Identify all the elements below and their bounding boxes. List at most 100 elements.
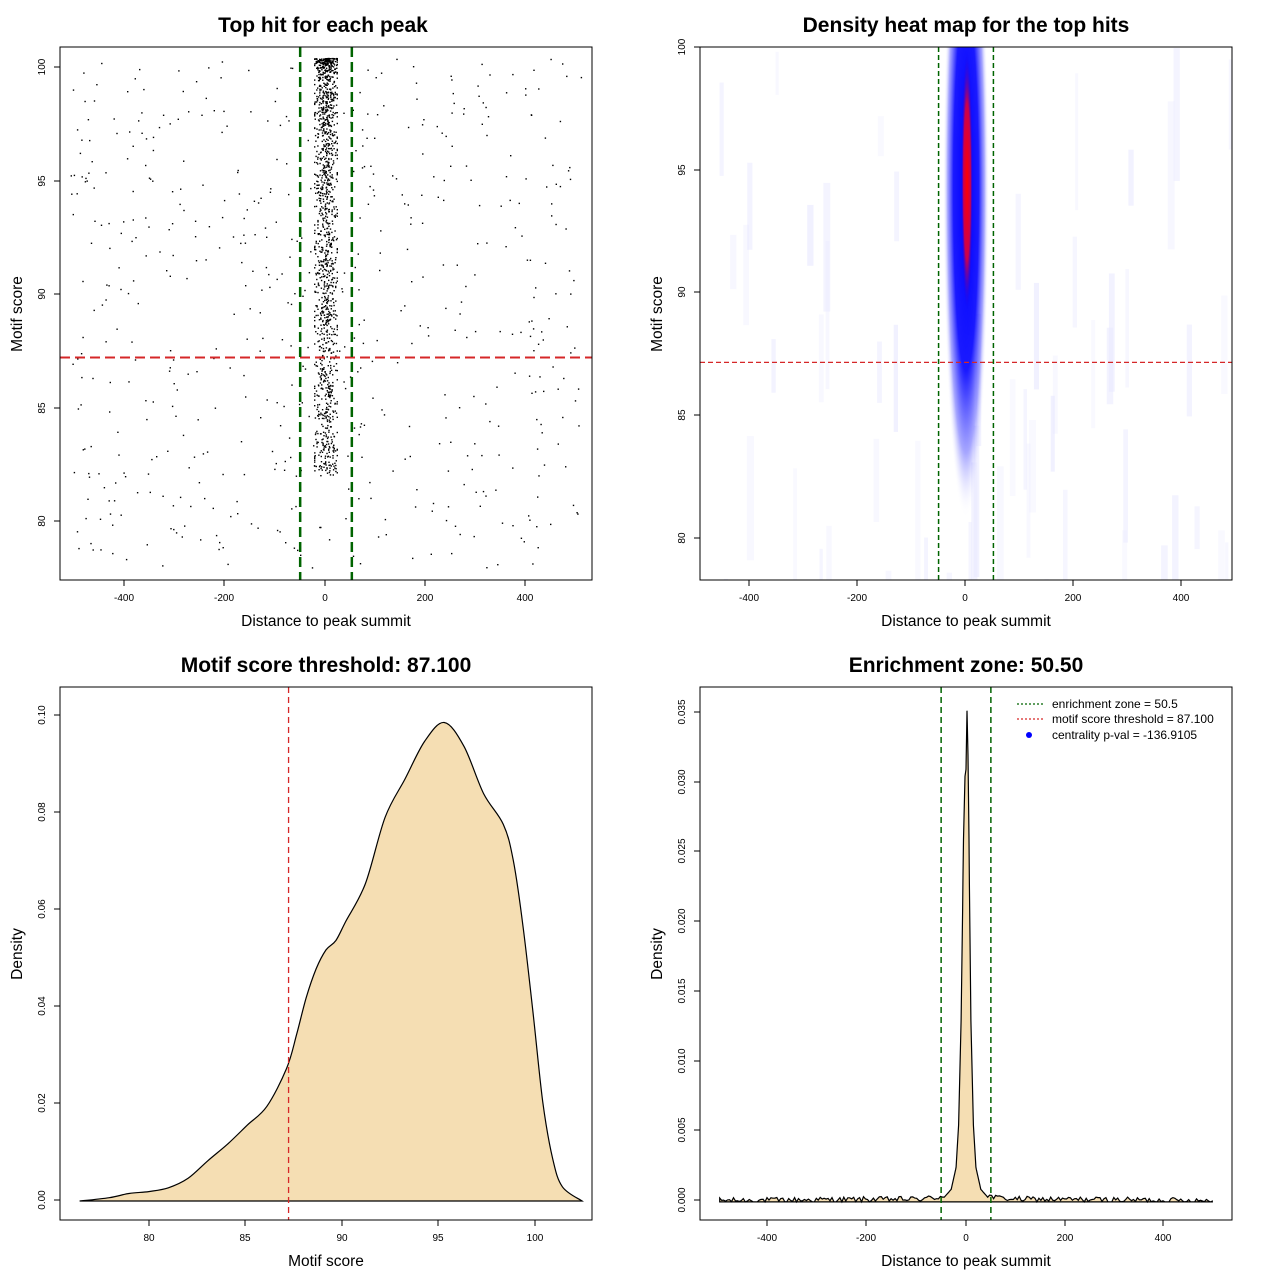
scatter-point [321, 338, 323, 340]
scatter-point [319, 67, 321, 69]
scatter-point [325, 186, 328, 188]
scatter-point [319, 526, 321, 529]
scatter-point [115, 482, 117, 484]
scatter-point [333, 397, 335, 400]
heatmap-title: Density heat map for the top hits [803, 14, 1130, 37]
scatter-point [331, 64, 333, 67]
scatter-point [336, 136, 338, 139]
scatter-point [324, 158, 326, 160]
scatter-point [320, 89, 322, 91]
scatter-point [289, 256, 291, 258]
scatter-point [321, 69, 323, 71]
scatter-point [332, 286, 334, 288]
scatter-point [332, 76, 334, 78]
scatter-point [324, 299, 326, 302]
scatter-point [333, 451, 335, 453]
scatter-point [566, 75, 568, 78]
scatter-point [276, 158, 278, 161]
scatter-point [329, 199, 332, 202]
scatter-point [314, 343, 316, 345]
scatter-point [325, 285, 327, 287]
heatmap-haze-streak [747, 162, 753, 250]
scatter-point [152, 401, 154, 403]
scatter-point [145, 138, 148, 140]
scatter-point [171, 191, 174, 193]
scatter-point [315, 101, 318, 103]
scatter-point [324, 445, 326, 447]
scatter-point [323, 92, 325, 94]
scatter-point [321, 398, 323, 400]
scatter-point [514, 227, 517, 229]
scatter-point [265, 266, 268, 269]
scatter-point [325, 373, 327, 375]
scatter-point [325, 69, 327, 71]
scatter-point [427, 327, 429, 329]
scatter-point [331, 187, 333, 189]
heatmap-haze-streak [1194, 506, 1200, 550]
scatter-point [325, 172, 328, 174]
scatter-point [445, 135, 447, 138]
scatter-point [336, 326, 338, 328]
scatter-point [466, 336, 468, 339]
scatter-title: Top hit for each peak [218, 14, 428, 37]
scatter-point [288, 437, 291, 439]
distance-density-xtick-label: 0 [963, 1233, 969, 1244]
scatter-point [127, 91, 129, 93]
scatter-point [358, 498, 360, 500]
scatter-point [421, 222, 424, 224]
scatter-point [168, 370, 171, 372]
scatter-point [329, 361, 331, 363]
scatter-point [321, 328, 323, 330]
scatter-point [329, 61, 331, 64]
scatter-point [555, 223, 557, 226]
scatter-point [322, 275, 325, 278]
scatter-point [328, 65, 330, 67]
scatter-point [323, 144, 325, 146]
scatter-point [316, 60, 318, 63]
scatter-point [290, 345, 292, 347]
scatter-point [113, 500, 116, 502]
scatter-point [330, 314, 333, 316]
scatter-point [318, 120, 320, 122]
scatter-point [321, 332, 323, 335]
distance-density-ytick-label: 0.005 [677, 1117, 688, 1142]
heatmap-haze-streak [1125, 269, 1129, 388]
scatter-point [323, 358, 325, 360]
scatter-point [323, 173, 325, 175]
scatter-point [329, 372, 331, 375]
scatter-point [276, 529, 279, 532]
scatter-point [325, 299, 328, 301]
scatter-point [408, 425, 411, 428]
scatter-point [332, 237, 334, 239]
scatter-point [475, 491, 477, 493]
scatter-point [331, 134, 334, 137]
scatter-point [186, 277, 188, 280]
scatter-point [323, 284, 325, 286]
panel-score-density: Motif score threshold: 87.100 Motif scor… [9, 654, 593, 1270]
scatter-point [328, 147, 330, 150]
scatter-point [243, 217, 245, 220]
scatter-point [333, 268, 335, 270]
scatter-point [336, 87, 338, 89]
scatter-point [510, 155, 512, 157]
scatter-point [315, 305, 317, 307]
scatter-point [381, 409, 383, 411]
scatter-point [333, 465, 335, 467]
scatter-point [317, 219, 319, 222]
scatter-point [323, 169, 325, 172]
scatter-point [336, 472, 338, 474]
scatter-point [327, 313, 330, 315]
scatter-point [324, 179, 326, 181]
scatter-point [329, 75, 331, 78]
scatter-point [166, 270, 168, 272]
heatmap-haze-streak [1167, 101, 1175, 250]
scatter-point [326, 276, 328, 278]
scatter-point [90, 242, 93, 244]
scatter-point [336, 324, 338, 327]
scatter-point [327, 250, 329, 252]
scatter-point [329, 319, 331, 321]
scatter-point [316, 162, 318, 164]
scatter-point [332, 351, 335, 353]
scatter-point [332, 177, 334, 179]
scatter-point [70, 175, 72, 177]
